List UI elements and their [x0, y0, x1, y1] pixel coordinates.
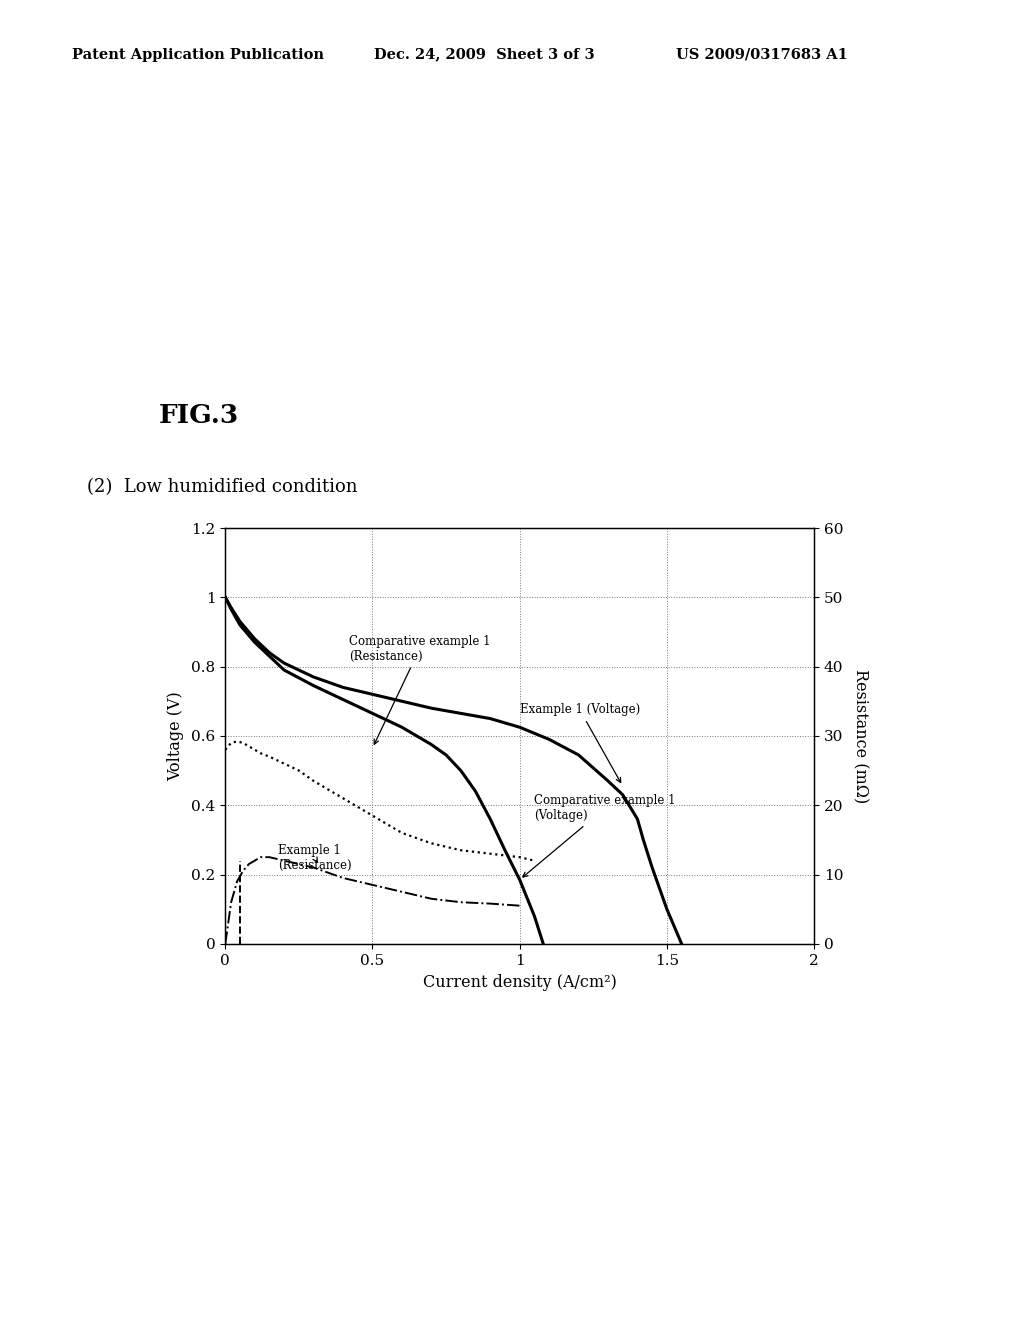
Text: Example 1 (Voltage): Example 1 (Voltage) — [519, 704, 640, 783]
X-axis label: Current density (A/cm²): Current density (A/cm²) — [423, 974, 616, 991]
Text: Example 1
(Resistance): Example 1 (Resistance) — [279, 845, 352, 873]
Text: FIG.3: FIG.3 — [159, 403, 239, 428]
Text: Dec. 24, 2009  Sheet 3 of 3: Dec. 24, 2009 Sheet 3 of 3 — [374, 48, 594, 62]
Text: Comparative example 1
(Resistance): Comparative example 1 (Resistance) — [349, 635, 490, 744]
Text: US 2009/0317683 A1: US 2009/0317683 A1 — [676, 48, 848, 62]
Y-axis label: Resistance (mΩ): Resistance (mΩ) — [851, 669, 868, 803]
Text: (2)  Low humidified condition: (2) Low humidified condition — [87, 478, 357, 496]
Text: Patent Application Publication: Patent Application Publication — [72, 48, 324, 62]
Y-axis label: Voltage (V): Voltage (V) — [167, 692, 184, 780]
Text: Comparative example 1
(Voltage): Comparative example 1 (Voltage) — [523, 795, 676, 876]
